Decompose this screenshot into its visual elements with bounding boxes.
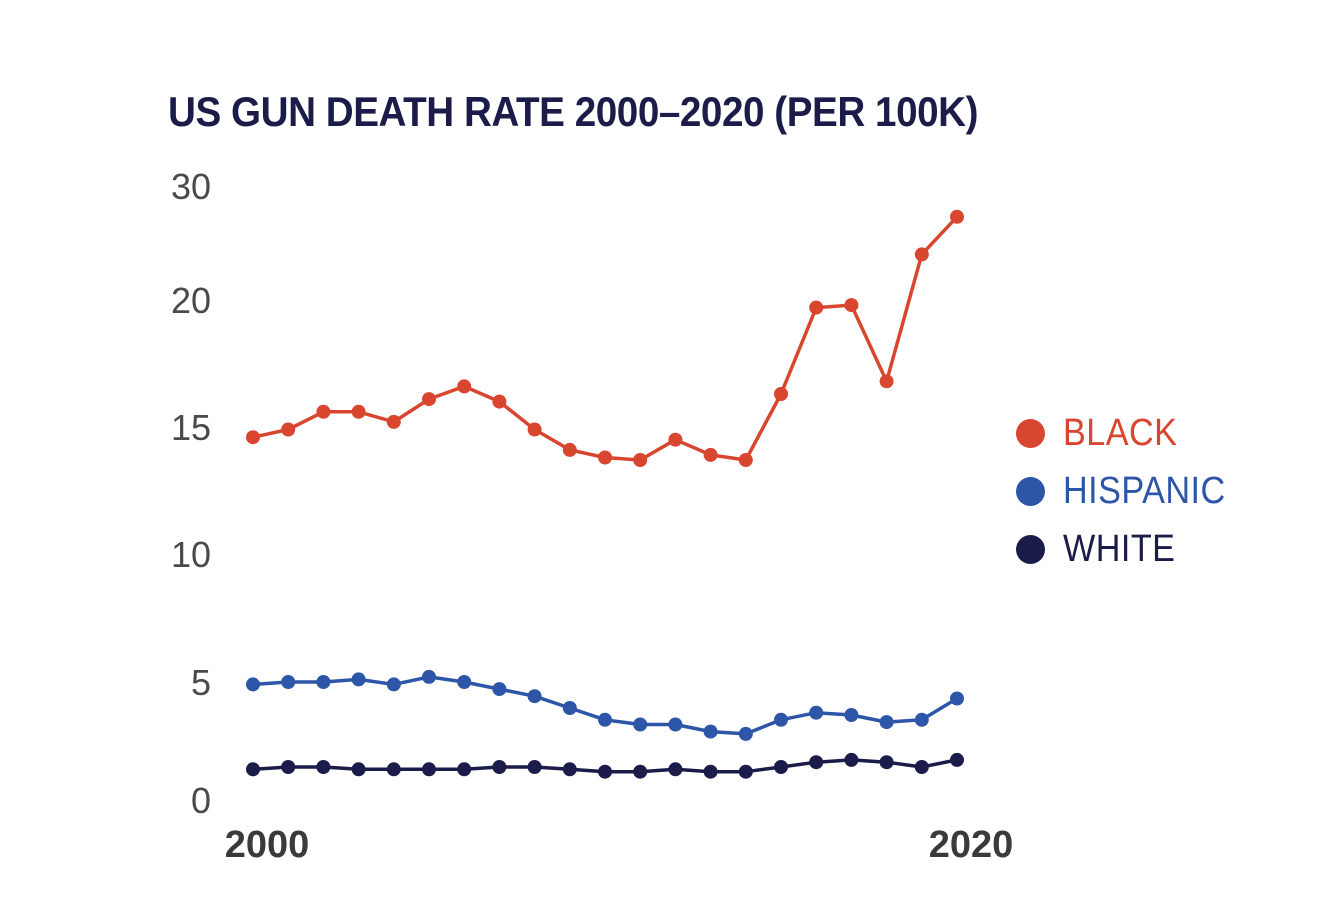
series-layer — [246, 209, 964, 779]
data-point-black — [668, 432, 683, 447]
legend-swatch — [1016, 418, 1045, 448]
data-point-white — [703, 764, 718, 779]
data-point-hispanic — [738, 726, 753, 741]
x-tick-label: 2000 — [225, 824, 310, 866]
data-point-black — [281, 422, 296, 437]
data-point-white — [351, 762, 366, 777]
data-point-white — [246, 762, 260, 777]
data-point-black — [492, 394, 507, 409]
data-point-hispanic — [668, 717, 683, 732]
data-point-white — [914, 760, 929, 774]
data-point-black — [598, 450, 612, 465]
data-point-black — [914, 247, 929, 262]
data-point-black — [950, 209, 964, 224]
data-point-black — [879, 374, 894, 389]
y-tick-label: 10 — [171, 534, 211, 575]
legend-label: BLACK — [1063, 411, 1178, 454]
x-tick-label: 2020 — [929, 824, 1014, 866]
data-point-white — [386, 762, 401, 777]
legend-label: WHITE — [1063, 527, 1176, 570]
data-point-white — [668, 762, 683, 777]
data-point-hispanic — [527, 689, 542, 704]
data-point-white — [633, 764, 648, 779]
data-point-white — [950, 752, 964, 767]
y-axis-ticks: 0 5 10 15 20 30 — [171, 166, 211, 821]
data-point-hispanic — [914, 712, 929, 727]
y-tick-label: 20 — [171, 280, 211, 321]
data-point-white — [562, 762, 577, 777]
data-point-white — [844, 752, 859, 767]
x-axis-ticks: 2000 2020 — [225, 824, 1014, 866]
data-point-hispanic — [633, 717, 648, 732]
data-point-white — [422, 762, 436, 777]
data-point-hispanic — [774, 712, 788, 727]
data-point-white — [738, 764, 753, 779]
data-point-white — [809, 755, 824, 770]
data-point-hispanic — [386, 677, 401, 692]
data-point-black — [562, 442, 577, 457]
data-point-black — [457, 379, 472, 394]
legend: BLACK HISPANIC WHITE — [1016, 404, 1244, 578]
data-point-black — [703, 447, 718, 462]
data-point-black — [386, 414, 401, 429]
y-tick-label: 30 — [171, 166, 211, 207]
data-point-hispanic — [598, 712, 612, 727]
legend-label: HISPANIC — [1063, 469, 1226, 512]
data-point-hispanic — [562, 701, 577, 715]
data-point-hispanic — [809, 705, 824, 720]
data-point-black — [351, 404, 366, 419]
data-point-black — [738, 453, 753, 467]
legend-item-white: WHITE — [1016, 520, 1244, 578]
data-point-black — [422, 392, 436, 407]
y-tick-label: 5 — [191, 662, 211, 703]
data-point-white — [316, 760, 331, 774]
legend-item-hispanic: HISPANIC — [1016, 462, 1244, 520]
data-point-hispanic — [422, 669, 436, 684]
data-point-black — [246, 430, 260, 445]
series-black — [246, 209, 964, 467]
series-hispanic — [246, 669, 964, 741]
data-point-hispanic — [457, 675, 472, 689]
data-point-hispanic — [351, 672, 366, 687]
y-tick-label: 0 — [191, 780, 211, 821]
data-point-white — [879, 755, 894, 770]
data-point-white — [492, 760, 507, 774]
legend-item-black: BLACK — [1016, 404, 1244, 462]
data-point-white — [527, 760, 542, 774]
data-point-black — [774, 387, 788, 401]
chart-title: US GUN DEATH RATE 2000–2020 (PER 100K) — [168, 88, 978, 135]
data-point-black — [809, 300, 824, 315]
data-point-white — [457, 762, 472, 777]
series-line-black — [252, 215, 959, 462]
data-point-hispanic — [950, 691, 964, 706]
data-point-black — [527, 422, 542, 437]
data-point-black — [844, 298, 859, 313]
legend-swatch — [1016, 534, 1045, 564]
data-point-black — [316, 404, 331, 419]
data-point-hispanic — [703, 724, 718, 739]
data-point-white — [281, 760, 296, 774]
y-tick-label: 15 — [171, 407, 211, 448]
data-point-hispanic — [844, 708, 859, 722]
data-point-hispanic — [281, 675, 296, 689]
data-point-black — [633, 453, 648, 467]
data-point-white — [598, 764, 612, 779]
data-point-hispanic — [492, 682, 507, 697]
legend-swatch — [1016, 476, 1045, 506]
data-point-hispanic — [316, 675, 331, 689]
data-point-hispanic — [879, 715, 894, 730]
data-point-hispanic — [246, 677, 260, 692]
data-point-white — [774, 760, 788, 774]
series-white — [246, 752, 964, 779]
